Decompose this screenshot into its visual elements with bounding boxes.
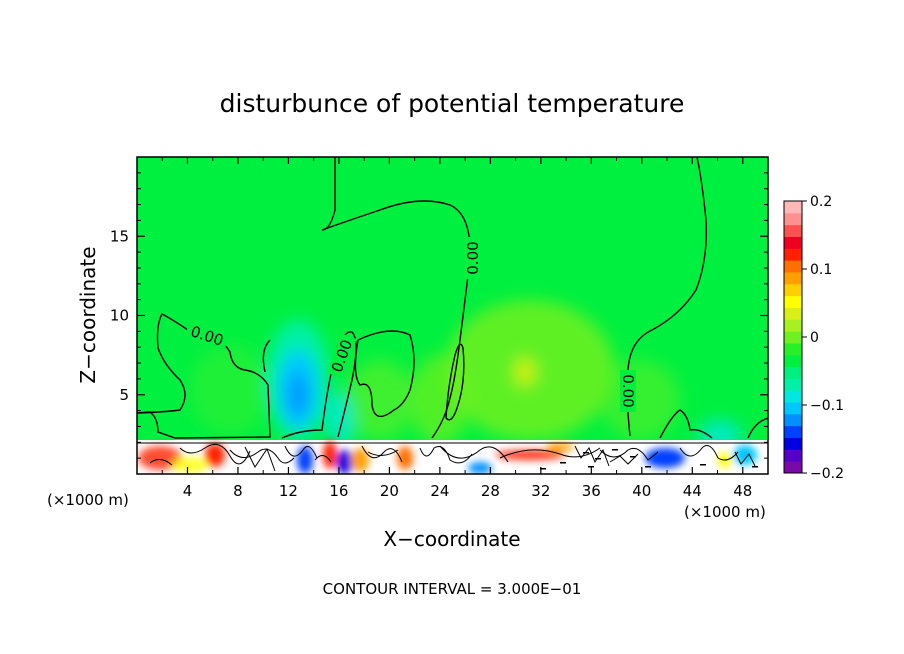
zero-contours	[137, 157, 768, 439]
colorbar-segment	[784, 271, 802, 285]
colorbar-segment	[784, 295, 802, 308]
contour-far-right	[747, 417, 768, 439]
colorbar-segment	[784, 378, 802, 391]
x-tick-label: 48	[733, 482, 752, 500]
colorbar-tick-label: −0.2	[810, 466, 844, 482]
colorbar-segment	[784, 212, 802, 226]
colorbar-tick-label: 0.2	[810, 194, 832, 210]
contour-kink	[262, 339, 271, 373]
contour-thin-right	[445, 343, 465, 421]
x-tick-label: 44	[683, 482, 702, 500]
colorbar-segment	[784, 201, 802, 214]
boundary-layer-colors	[138, 441, 757, 474]
boundary-contours	[137, 442, 768, 472]
contour-left-region	[137, 313, 271, 439]
x-tick-label: 16	[329, 482, 348, 500]
x-unit-right: (×1000 m)	[684, 503, 766, 521]
colorbar-segment	[784, 354, 802, 368]
contour-mid-blob	[354, 330, 415, 418]
contour-right-bump	[659, 409, 713, 439]
colorbar-segment	[784, 413, 802, 427]
contour-interval-note: CONTOUR INTERVAL = 3.000E−01	[323, 580, 582, 598]
x-tick-label: 32	[531, 482, 550, 500]
colorbar-tick-label: 0	[810, 330, 819, 346]
colorbar-segment	[784, 331, 802, 344]
colorbar-segment	[784, 224, 802, 237]
colorbar-segment	[784, 260, 802, 273]
y-tick-label: 10	[110, 307, 129, 325]
colorbar-tick-label: −0.1	[810, 398, 844, 414]
colorbar-segment	[784, 307, 802, 320]
colorbar-segment	[784, 437, 802, 450]
contour-label: 0.00	[464, 241, 482, 274]
colorbar-segment	[784, 248, 802, 261]
y-axis-label: Z−coordinate	[76, 246, 100, 383]
x-tick-label: 24	[430, 482, 449, 500]
colorbar-segment	[784, 283, 802, 297]
colorbar-segment	[784, 402, 802, 415]
y-tick-label: 15	[110, 227, 129, 245]
plot-area: 0.00 0.00 0.00 0.00	[137, 157, 768, 474]
contour-label: 0.00	[619, 374, 637, 407]
x-tick-label: 20	[380, 482, 399, 500]
x-unit-left: (×1000 m)	[47, 491, 129, 509]
colorbar-segment	[784, 366, 802, 379]
colorbar-segment	[784, 390, 802, 403]
chart-title: disturbunce of potential temperature	[220, 89, 685, 118]
x-tick-label: 36	[582, 482, 601, 500]
x-tick-label: 8	[233, 482, 243, 500]
x-tick-label: 28	[481, 482, 500, 500]
colorbar-segment	[784, 342, 802, 356]
contour-label-group: 0.00 0.00 0.00 0.00	[184, 237, 637, 412]
colorbar-tick-label: 0.1	[810, 262, 832, 278]
x-axis-label: X−coordinate	[383, 527, 520, 551]
colorbar-segment	[784, 461, 802, 474]
y-axis: 5 10 15	[110, 172, 768, 459]
colorbar-ticks: 0.2 0.1 0 −0.1 −0.2	[802, 194, 844, 482]
y-tick-label: 5	[119, 386, 129, 404]
x-axis: 4 8 12 16 20 24 28 32 36 40 44 48	[161, 157, 752, 500]
x-tick-label: 12	[279, 482, 298, 500]
x-tick-label: 40	[632, 482, 651, 500]
colorbar	[784, 201, 802, 474]
colorbar-segment	[784, 236, 802, 249]
x-tick-label: 4	[183, 482, 193, 500]
anomaly-shading	[190, 300, 742, 450]
colorbar-segment	[784, 449, 802, 462]
boundary-dash-marks	[540, 449, 758, 470]
colorbar-segment	[784, 319, 802, 332]
colorbar-segment	[784, 425, 802, 439]
contour-central-dome	[321, 157, 471, 439]
